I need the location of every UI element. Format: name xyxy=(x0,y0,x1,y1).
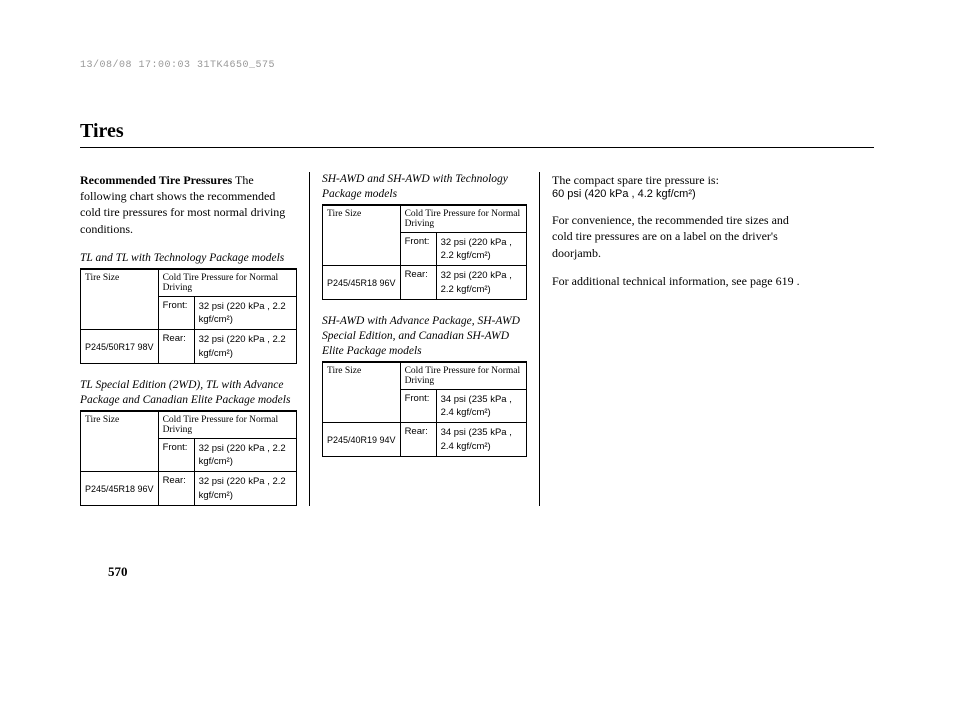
header-stamp: 13/08/08 17:00:03 31TK4650_575 xyxy=(80,60,275,71)
size-header: Tire Size xyxy=(81,269,159,330)
front-label: Front: xyxy=(400,389,436,423)
page-title: Tires xyxy=(80,120,874,148)
pressure-header: Cold Tire Pressure for Normal Driving xyxy=(158,269,296,296)
table2-caption: TL Special Edition (2WD), TL with Advanc… xyxy=(80,378,297,411)
table3-caption: SH-AWD and SH-AWD with Technology Packag… xyxy=(322,172,527,205)
rear-value: 32 psi (220 kPa , 2.2 kgf/cm²) xyxy=(436,266,526,300)
pressure-header: Cold Tire Pressure for Normal Driving xyxy=(400,205,526,232)
spare-intro: The compact spare tire pressure is: xyxy=(552,172,800,188)
table-row: Tire Size Cold Tire Pressure for Normal … xyxy=(323,205,527,232)
front-value: 32 psi (220 kPa , 2.2 kgf/cm²) xyxy=(194,438,296,472)
size-header: Tire Size xyxy=(81,411,159,472)
convenience-text: For convenience, the recommended tire si… xyxy=(552,212,800,261)
table-row: P245/50R17 98V Rear: 32 psi (220 kPa , 2… xyxy=(81,330,297,364)
tire-size: P245/40R19 94V xyxy=(323,423,401,457)
column-3: The compact spare tire pressure is: 60 p… xyxy=(540,172,800,506)
section-heading: Recommended Tire Pressures xyxy=(80,173,232,187)
size-header: Tire Size xyxy=(323,205,401,266)
table-row: P245/45R18 96V Rear: 32 psi (220 kPa , 2… xyxy=(81,472,297,506)
front-label: Front: xyxy=(158,296,194,330)
rear-label: Rear: xyxy=(158,330,194,364)
page: 13/08/08 17:00:03 31TK4650_575 Tires Rec… xyxy=(0,0,954,710)
pressure-header: Cold Tire Pressure for Normal Driving xyxy=(158,411,296,438)
table-row: Tire Size Cold Tire Pressure for Normal … xyxy=(81,269,297,296)
rear-label: Rear: xyxy=(400,266,436,300)
spare-value: 60 psi (420 kPa , 4.2 kgf/cm²) xyxy=(552,188,800,200)
page-number: 570 xyxy=(108,564,128,580)
additional-text: For additional technical information, se… xyxy=(552,273,800,289)
table-row: Tire Size Cold Tire Pressure for Normal … xyxy=(81,411,297,438)
column-2: SH-AWD and SH-AWD with Technology Packag… xyxy=(310,172,540,506)
rear-value: 34 psi (235 kPa , 2.4 kgf/cm²) xyxy=(436,423,526,457)
pressure-table-2: Tire Size Cold Tire Pressure for Normal … xyxy=(80,411,297,506)
rear-value: 32 psi (220 kPa , 2.2 kgf/cm²) xyxy=(194,330,296,364)
front-value: 32 psi (220 kPa , 2.2 kgf/cm²) xyxy=(436,232,526,266)
size-header: Tire Size xyxy=(323,362,401,423)
tire-size: P245/45R18 96V xyxy=(323,266,401,300)
front-label: Front: xyxy=(158,438,194,472)
tire-size: P245/50R17 98V xyxy=(81,330,159,364)
pressure-table-4: Tire Size Cold Tire Pressure for Normal … xyxy=(322,362,527,457)
pressure-table-1: Tire Size Cold Tire Pressure for Normal … xyxy=(80,269,297,364)
rear-value: 32 psi (220 kPa , 2.2 kgf/cm²) xyxy=(194,472,296,506)
intro-paragraph: Recommended Tire Pressures The following… xyxy=(80,172,297,237)
tire-size: P245/45R18 96V xyxy=(81,472,159,506)
table4-caption: SH-AWD with Advance Package, SH-AWD Spec… xyxy=(322,314,527,362)
table1-caption: TL and TL with Technology Package models xyxy=(80,251,297,269)
rear-label: Rear: xyxy=(158,472,194,506)
table-row: Tire Size Cold Tire Pressure for Normal … xyxy=(323,362,527,389)
front-value: 34 psi (235 kPa , 2.4 kgf/cm²) xyxy=(436,389,526,423)
pressure-table-3: Tire Size Cold Tire Pressure for Normal … xyxy=(322,205,527,300)
title-block: Tires Recommended Tire Pressures The fol… xyxy=(80,120,874,506)
front-value: 32 psi (220 kPa , 2.2 kgf/cm²) xyxy=(194,296,296,330)
pressure-header: Cold Tire Pressure for Normal Driving xyxy=(400,362,526,389)
columns: Recommended Tire Pressures The following… xyxy=(80,172,874,506)
column-1: Recommended Tire Pressures The following… xyxy=(80,172,310,506)
front-label: Front: xyxy=(400,232,436,266)
rear-label: Rear: xyxy=(400,423,436,457)
table-row: P245/40R19 94V Rear: 34 psi (235 kPa , 2… xyxy=(323,423,527,457)
table-row: P245/45R18 96V Rear: 32 psi (220 kPa , 2… xyxy=(323,266,527,300)
